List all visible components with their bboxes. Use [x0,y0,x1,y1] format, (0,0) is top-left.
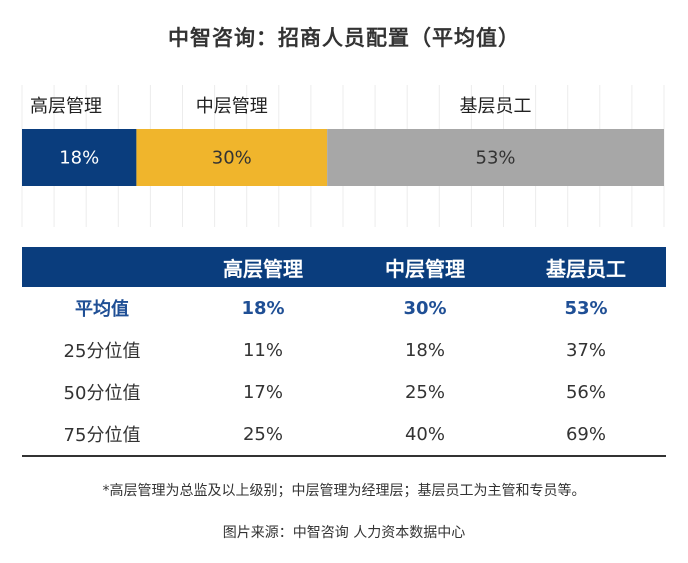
table-cell: 11% [242,339,283,361]
category-label: 基层员工 [460,96,532,117]
stacked-bar-chart: 18% 高层管理 30% 中层管理 53% 基层员工 [0,85,688,235]
bar-segment [136,129,328,186]
data-table: 高层管理 中层管理 基层员工 平均值 18% 30% 53% 25分位值 11%… [22,247,666,457]
table-header-cell: 中层管理 [385,256,465,281]
data-label: 53% [476,148,516,169]
chart-title: 中智咨询：招商人员配置（平均值） [168,26,520,50]
footnote: *高层管理为总监及以上级别；中层管理为经理层；基层员工为主管和专员等。 [102,483,586,499]
table-cell: 53% [564,297,608,319]
table-cell: 40% [344,413,506,457]
table-header-row: 高层管理 中层管理 基层员工 [22,247,666,287]
table-row: 平均值 18% 30% 53% [22,287,666,329]
category-label: 中层管理 [196,96,268,117]
table-header-cell: 高层管理 [223,256,303,281]
bar-segment [327,129,664,186]
category-label: 高层管理 [30,96,102,117]
data-label: 18% [59,148,99,169]
table-cell: 56% [565,381,606,403]
table-row: 25分位值 11% 18% 37% [22,329,666,371]
row-label: 平均值 [75,299,129,320]
table-cell: 30% [403,297,447,319]
table-cell: 18% [404,339,445,361]
table-cell: 37% [565,339,606,361]
table-header-cell [22,247,182,287]
table-cell: 25% [182,413,344,457]
table-row: 50分位值 17% 25% 56% [22,371,666,413]
bar-segment [22,129,137,186]
row-label: 75分位值 [22,413,182,457]
data-label: 30% [212,148,252,169]
row-label: 50分位值 [63,383,141,404]
table-cell: 18% [241,297,285,319]
row-label: 25分位值 [63,341,141,362]
table-cell: 69% [506,413,666,457]
table-row: 75分位值 25% 40% 69% [22,413,666,457]
stacked-bar-svg: 18% 高层管理 30% 中层管理 53% 基层员工 [21,85,665,227]
table-cell: 17% [242,381,283,403]
source-note: 图片来源：中智咨询 人力资本数据中心 [222,525,466,541]
table-header-cell: 基层员工 [546,256,626,281]
table-cell: 25% [404,381,445,403]
